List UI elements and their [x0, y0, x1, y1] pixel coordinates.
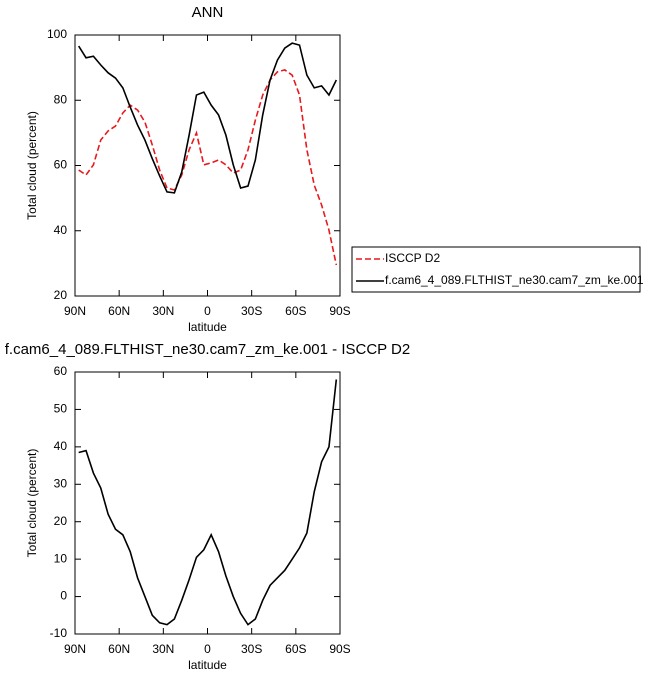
data-line	[78, 69, 338, 266]
y-tick-label: 20	[54, 288, 68, 302]
plot-frame	[74, 371, 341, 635]
chart-title: ANN	[192, 4, 224, 21]
y-tick-label: 20	[54, 514, 68, 528]
x-tick-label: 0	[204, 304, 211, 318]
legend-label: f.cam6_4_089.FLTHIST_ne30.cam7_zm_ke.001	[385, 273, 644, 287]
y-axis-label: Total cloud (percent)	[25, 449, 39, 558]
y-tick-label: 10	[54, 551, 68, 565]
y-tick-label: 50	[54, 402, 68, 416]
data-line	[78, 42, 338, 194]
y-tick-label: 60	[54, 364, 68, 378]
x-axis-label: latitude	[188, 658, 227, 672]
y-tick-label: 40	[54, 439, 68, 453]
x-tick-label: 0	[204, 642, 211, 656]
x-tick-label: 30S	[241, 304, 262, 318]
chart-title: f.cam6_4_089.FLTHIST_ne30.cam7_zm_ke.001…	[5, 341, 410, 358]
x-tick-label: 90N	[64, 642, 86, 656]
x-tick-label: 60S	[285, 642, 306, 656]
x-tick-label: 60N	[108, 304, 130, 318]
x-tick-label: 30N	[152, 642, 174, 656]
y-tick-label: 0	[60, 589, 67, 603]
x-tick-label: 30S	[241, 642, 262, 656]
x-tick-label: 30N	[152, 304, 174, 318]
legend-box	[351, 246, 641, 293]
x-tick-label: 90S	[329, 304, 350, 318]
y-tick-label: 60	[54, 158, 68, 172]
y-axis-label: Total cloud (percent)	[25, 111, 39, 220]
plot-frame	[74, 34, 341, 297]
x-tick-label: 60N	[108, 642, 130, 656]
x-tick-label: 90S	[329, 642, 350, 656]
y-tick-label: 100	[47, 27, 67, 41]
legend-label: ISCCP D2	[385, 251, 440, 265]
x-tick-label: 60S	[285, 304, 306, 318]
data-line	[78, 379, 338, 626]
y-tick-label: 40	[54, 223, 68, 237]
x-axis-label: latitude	[188, 320, 227, 334]
x-tick-label: 90N	[64, 304, 86, 318]
y-tick-label: -10	[50, 626, 68, 640]
y-tick-label: 30	[54, 476, 68, 490]
y-tick-label: 80	[54, 92, 68, 106]
